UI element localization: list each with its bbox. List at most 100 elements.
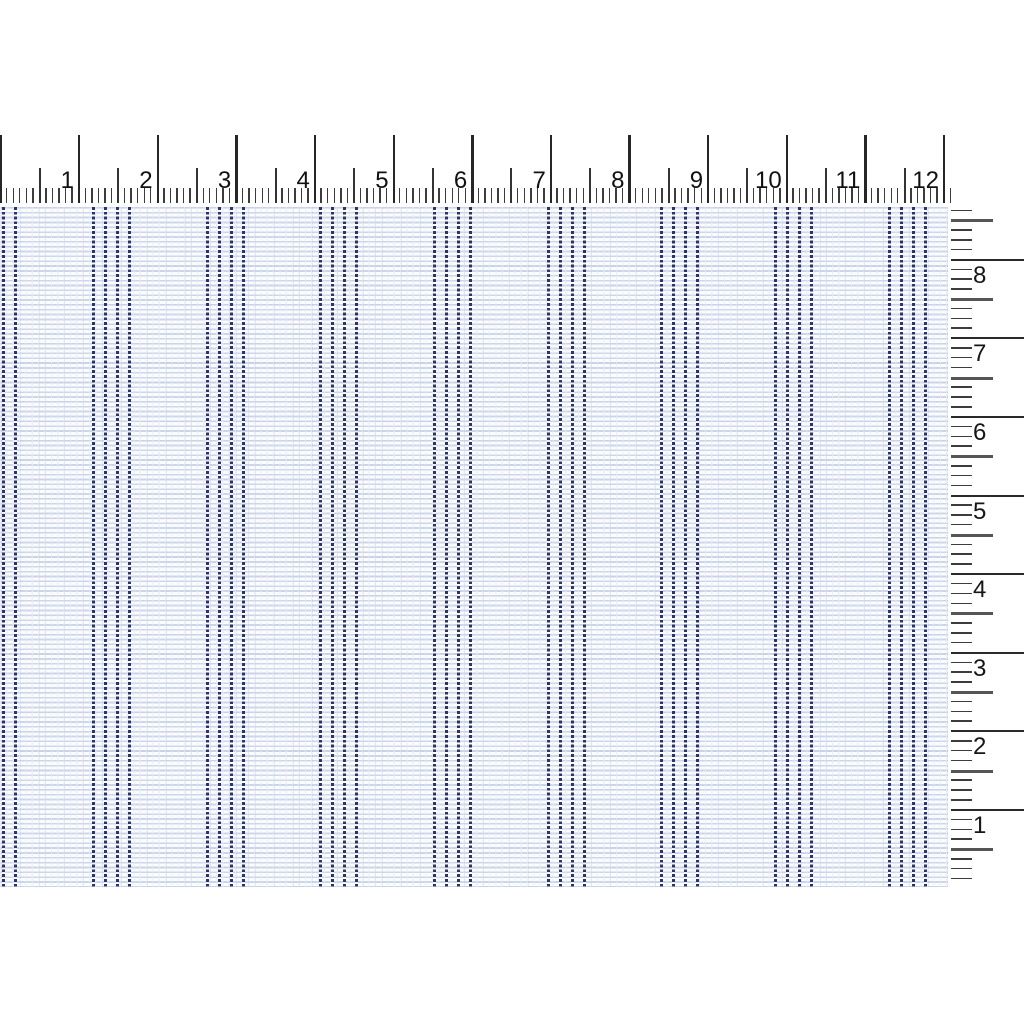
- minor-tick: [163, 188, 165, 203]
- minor-tick: [720, 188, 722, 203]
- inch-tick: [471, 135, 474, 203]
- h-ruler-number: 6: [453, 166, 468, 194]
- minor-tick: [951, 278, 972, 280]
- minor-tick: [951, 700, 972, 703]
- minor-tick: [517, 188, 519, 203]
- inch-tick: [707, 135, 710, 203]
- minor-tick: [951, 720, 972, 722]
- v-ruler-number: 3: [973, 654, 987, 682]
- navy-pinstripe: [241, 207, 245, 887]
- minor-tick: [12, 188, 14, 203]
- minor-tick: [857, 188, 860, 203]
- half-tick: [951, 298, 993, 301]
- minor-tick: [51, 188, 54, 203]
- minor-tick: [951, 867, 972, 870]
- minor-tick: [287, 188, 290, 203]
- minor-tick: [254, 188, 257, 203]
- minor-tick: [693, 188, 696, 203]
- inch-tick: [0, 135, 2, 203]
- minor-tick: [595, 188, 598, 203]
- minor-tick: [792, 188, 794, 203]
- minor-tick: [818, 188, 820, 203]
- minor-tick: [143, 188, 145, 203]
- inch-tick: [951, 258, 1024, 261]
- minor-tick: [951, 671, 972, 673]
- minor-tick: [412, 188, 414, 203]
- minor-tick: [951, 799, 972, 801]
- minor-tick: [608, 188, 611, 203]
- minor-tick: [176, 188, 178, 203]
- navy-pinstripe: [115, 207, 119, 887]
- minor-tick: [241, 188, 244, 203]
- minor-tick: [530, 188, 532, 203]
- minor-tick: [25, 188, 27, 203]
- minor-tick: [359, 188, 362, 203]
- minor-tick: [562, 188, 565, 203]
- navy-pinstripe: [456, 207, 460, 887]
- minor-tick: [123, 188, 126, 203]
- minor-tick: [951, 818, 972, 821]
- minor-tick: [84, 188, 86, 203]
- minor-tick: [951, 681, 972, 683]
- navy-pinstripe: [331, 207, 335, 887]
- minor-tick: [680, 188, 683, 203]
- half-tick: [353, 168, 356, 203]
- h-ruler-number: 4: [296, 166, 310, 194]
- minor-tick: [951, 543, 972, 546]
- minor-tick: [97, 188, 100, 203]
- minor-tick: [951, 268, 972, 271]
- minor-tick: [951, 445, 972, 447]
- minor-tick: [71, 188, 73, 203]
- h-ruler-number: 2: [139, 166, 153, 194]
- minor-tick: [951, 877, 972, 880]
- minor-tick: [951, 317, 972, 320]
- navy-pinstripe: [343, 207, 347, 887]
- minor-tick: [951, 789, 972, 791]
- minor-tick: [951, 622, 972, 624]
- navy-pinstripe: [2, 207, 6, 887]
- minor-tick: [733, 188, 735, 203]
- navy-pinstripe: [319, 207, 323, 887]
- half-tick: [746, 168, 749, 203]
- minor-tick: [951, 356, 972, 359]
- half-tick: [38, 168, 41, 203]
- minor-tick: [294, 188, 296, 203]
- half-tick: [510, 168, 513, 203]
- minor-tick: [951, 602, 972, 605]
- minor-tick: [951, 582, 972, 585]
- half-tick: [589, 168, 592, 203]
- minor-tick: [648, 188, 650, 203]
- minor-tick: [641, 188, 643, 203]
- minor-tick: [951, 759, 972, 762]
- navy-pinstripe: [570, 207, 574, 887]
- minor-tick: [45, 188, 47, 203]
- v-ruler-number: 7: [973, 340, 987, 368]
- navy-pinstripe: [444, 207, 448, 887]
- navy-pinstripe: [14, 207, 18, 887]
- minor-tick: [425, 188, 427, 203]
- minor-tick: [877, 188, 879, 203]
- minor-tick: [58, 188, 60, 203]
- minor-tick: [951, 740, 972, 742]
- minor-tick: [458, 188, 460, 203]
- minor-tick: [497, 188, 499, 203]
- horizontal-inch-ruler: 1 2 3 4 5 6 7 8 9 10 11 12: [0, 135, 951, 203]
- minor-tick: [202, 188, 204, 203]
- h-ruler-number: 7: [532, 166, 546, 194]
- half-tick: [431, 168, 434, 203]
- minor-tick: [916, 188, 919, 203]
- minor-tick: [661, 188, 663, 203]
- minor-tick: [182, 188, 185, 203]
- minor-tick: [838, 188, 840, 203]
- half-tick: [195, 168, 198, 203]
- minor-tick: [320, 188, 322, 203]
- navy-pinstripe: [773, 207, 777, 887]
- h-ruler-number: 8: [611, 166, 625, 194]
- minor-tick: [951, 779, 972, 781]
- minor-tick: [951, 592, 972, 595]
- minor-tick: [5, 188, 8, 203]
- minor-tick: [346, 188, 349, 203]
- minor-tick: [490, 188, 493, 203]
- minor-tick: [674, 188, 676, 203]
- minor-tick: [137, 188, 139, 203]
